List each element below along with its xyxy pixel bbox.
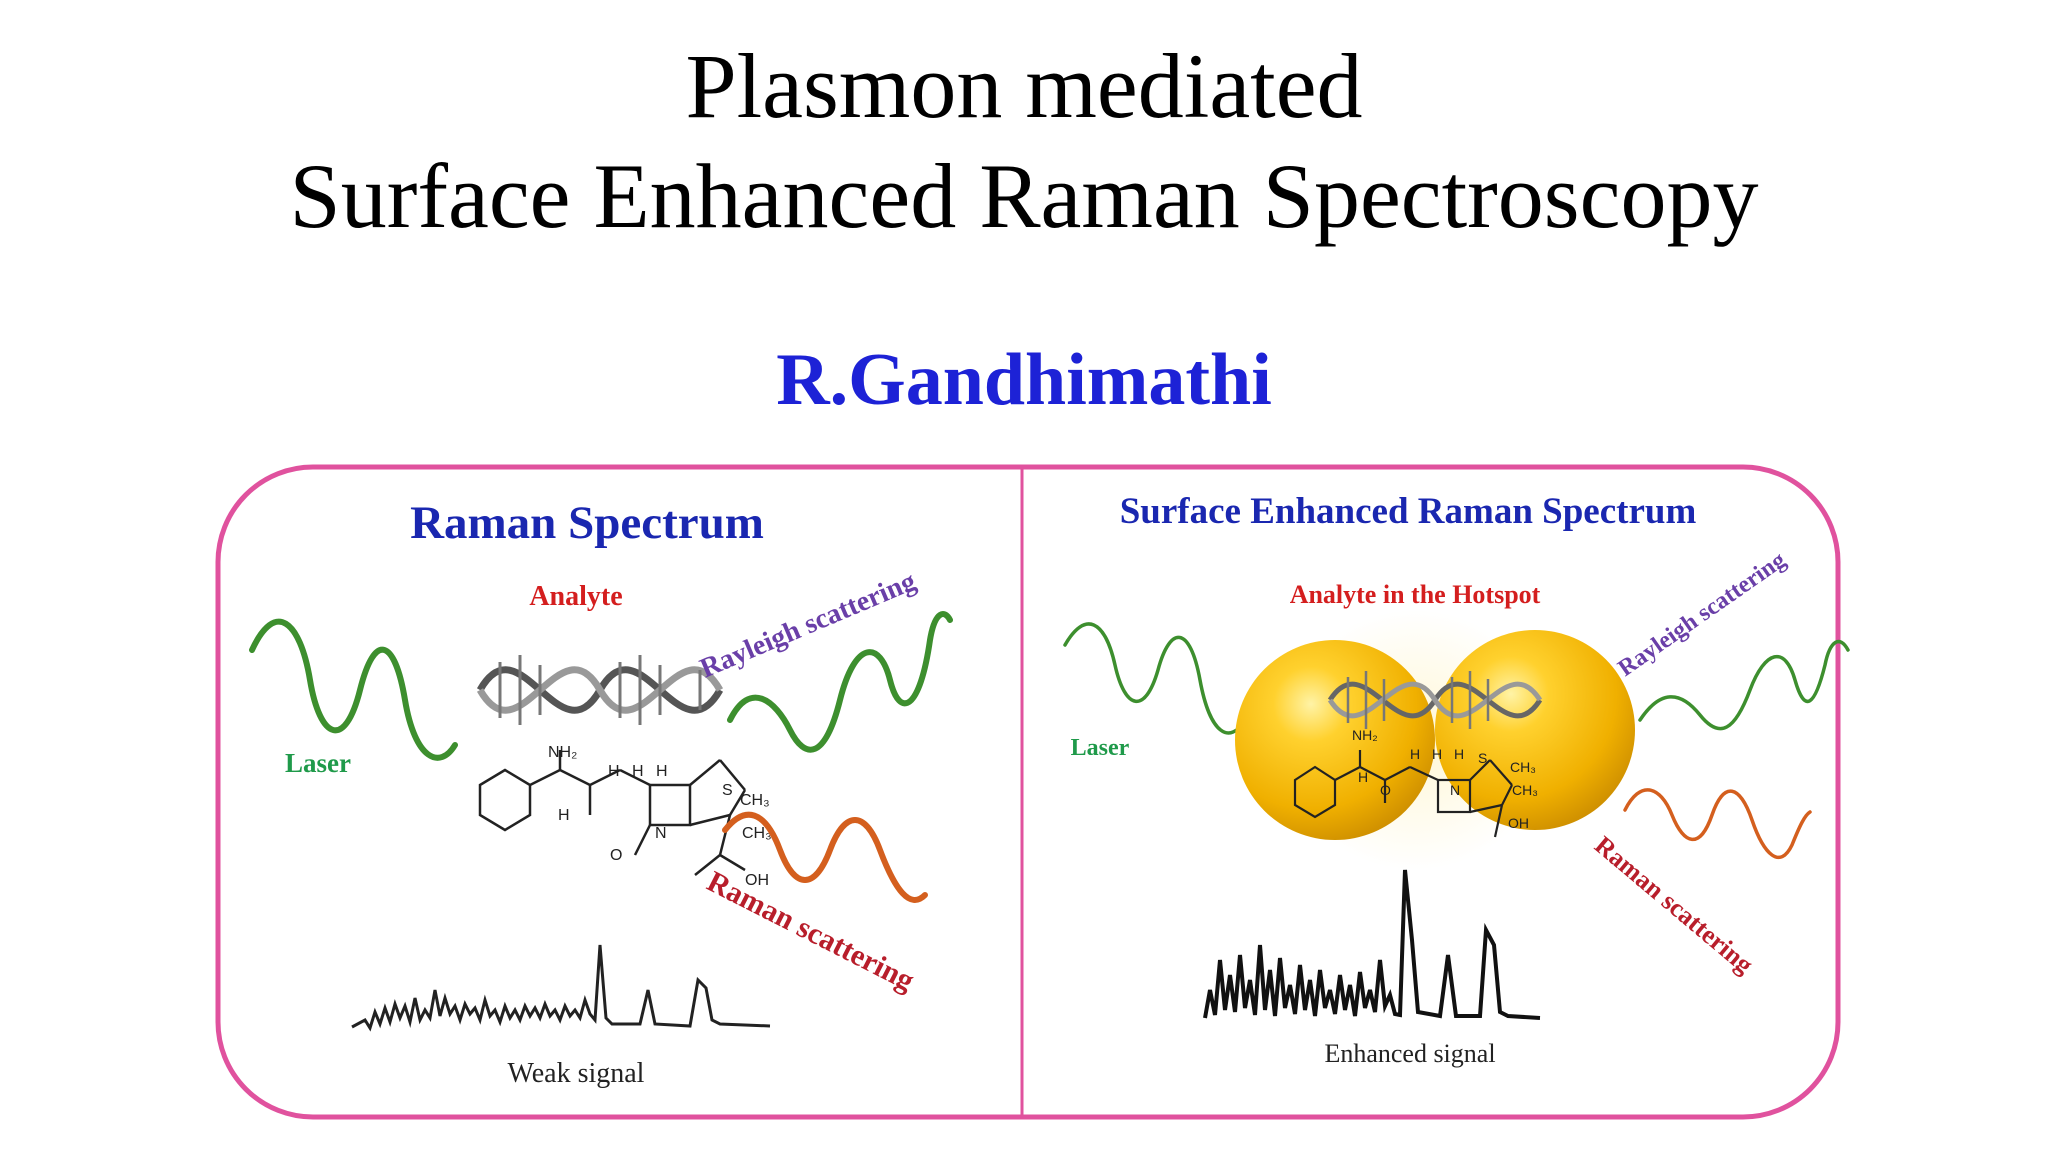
right-heading: Surface Enhanced Raman Spectrum: [1120, 491, 1697, 532]
left-mol-h4: H: [656, 763, 668, 780]
right-mol-ch3-1: CH₃: [1510, 759, 1536, 775]
left-weak-spectrum: [351, 944, 771, 1032]
right-mol-s: S: [1478, 750, 1487, 766]
right-dna-helix-icon: [1327, 671, 1543, 729]
left-mol-h1: H: [558, 807, 570, 824]
right-mol-oh: OH: [1508, 815, 1529, 831]
right-signal-label: Enhanced signal: [1324, 1039, 1495, 1068]
left-mol-n: N: [655, 825, 667, 842]
gold-nanoparticle-left: [1235, 640, 1435, 840]
left-molecule-structure: [478, 750, 747, 876]
left-mol-o: O: [610, 847, 622, 864]
left-mol-h2: H: [608, 763, 620, 780]
left-heading: Raman Spectrum: [410, 497, 764, 549]
left-rayleigh-wave: [727, 611, 953, 753]
right-laser-label: Laser: [1071, 735, 1130, 761]
right-mol-n: N: [1450, 782, 1460, 798]
left-mol-nh2: NH₂: [548, 744, 577, 761]
right-rayleigh-wave: [1638, 639, 1850, 731]
left-mol-h3: H: [632, 763, 644, 780]
diagram-frame: [215, 464, 1841, 1120]
right-mol-h3: H: [1432, 746, 1442, 762]
left-signal-label: Weak signal: [508, 1058, 645, 1089]
right-mol-h2: H: [1410, 746, 1420, 762]
left-laser-wave: [249, 618, 458, 761]
gold-nanoparticle-right: [1435, 630, 1635, 830]
left-analyte-label: Analyte: [529, 581, 622, 612]
right-mol-nh2: NH₂: [1352, 727, 1378, 743]
right-molecule-structure: [1293, 750, 1513, 838]
right-mol-o: O: [1380, 782, 1391, 798]
right-mol-ch3-2: CH₃: [1512, 782, 1538, 798]
right-mol-h1: H: [1358, 769, 1368, 785]
right-raman-wave: [1623, 788, 1812, 859]
left-raman-label: Raman scattering: [702, 865, 920, 998]
author-name: R.Gandhimathi: [776, 339, 1272, 421]
slide-title-line1: Plasmon mediated: [685, 35, 1363, 137]
left-laser-label: Laser: [285, 748, 351, 778]
slide-title-line2: Surface Enhanced Raman Spectroscopy: [289, 145, 1759, 247]
right-laser-wave: [1063, 622, 1247, 735]
left-mol-s: S: [722, 782, 733, 799]
left-mol-ch3-1: CH₃: [740, 792, 770, 809]
left-raman-wave: [722, 811, 928, 903]
right-mol-h4: H: [1454, 746, 1464, 762]
left-mol-ch3-2: CH₃: [742, 825, 772, 842]
right-analyte-label: Analyte in the Hotspot: [1290, 580, 1541, 609]
right-raman-label: Raman scattering: [1589, 830, 1759, 979]
right-enhanced-spectrum: [1203, 869, 1541, 1020]
left-dna-helix-icon: [476, 655, 724, 725]
left-mol-oh: OH: [745, 872, 769, 889]
